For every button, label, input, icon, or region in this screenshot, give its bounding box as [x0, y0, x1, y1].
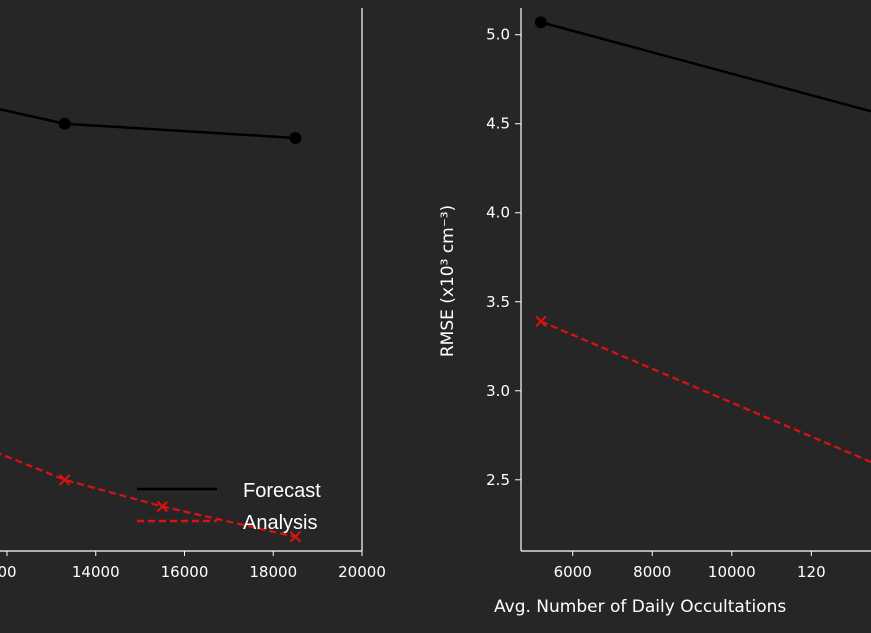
right-panel: 6000 8000 10000 120 2.5 3.0 3.5 4.0 4.5 5.0 RMSE… — [438, 8, 871, 617]
x-axis-label: Avg. Number of Daily Occultations — [494, 597, 786, 617]
left-series — [0, 108, 302, 543]
x-tick-label: 8000 — [633, 563, 671, 581]
right-x-ticks: 6000 8000 10000 120 — [554, 551, 826, 581]
forecast-line — [0, 108, 296, 140]
x-tick-label: 18000 — [249, 563, 297, 581]
y-axis-label: RMSE (x10³ cm⁻³) — [438, 205, 458, 357]
forecast-point — [534, 16, 547, 29]
y-tick-label: 3.0 — [486, 382, 510, 400]
legend-analysis-label: Analysis — [243, 512, 317, 534]
right-y-ticks: 2.5 3.0 3.5 4.0 4.5 5.0 — [486, 26, 521, 489]
x-tick-label: 120 — [797, 563, 826, 581]
x-tick-label: 00 — [0, 563, 17, 581]
x-tick-label: 20000 — [338, 563, 386, 581]
right-series — [534, 16, 871, 463]
y-tick-label: 5.0 — [486, 26, 510, 44]
y-tick-label: 4.5 — [486, 115, 510, 133]
x-tick-label: 16000 — [161, 563, 209, 581]
forecast-point — [289, 131, 302, 144]
analysis-point — [58, 474, 71, 486]
analysis-line — [0, 452, 296, 538]
x-tick-label: 14000 — [72, 563, 120, 581]
y-tick-label: 3.5 — [486, 293, 510, 311]
analysis-point — [156, 500, 169, 513]
left-panel: 00 14000 16000 18000 20000 Forecast Analysis — [0, 8, 386, 581]
analysis-point — [535, 315, 547, 328]
legend-forecast-label: Forecast — [243, 480, 321, 502]
x-tick-label: 10000 — [708, 563, 756, 581]
legend: Forecast Analysis — [137, 480, 321, 534]
analysis-point — [289, 531, 302, 543]
x-tick-label: 6000 — [554, 563, 592, 581]
forecast-line — [540, 21, 871, 113]
y-tick-label: 4.0 — [486, 204, 510, 222]
y-tick-label: 2.5 — [486, 471, 510, 489]
analysis-line — [540, 320, 871, 463]
left-x-ticks: 00 14000 16000 18000 20000 — [0, 551, 386, 581]
forecast-point — [58, 117, 71, 130]
